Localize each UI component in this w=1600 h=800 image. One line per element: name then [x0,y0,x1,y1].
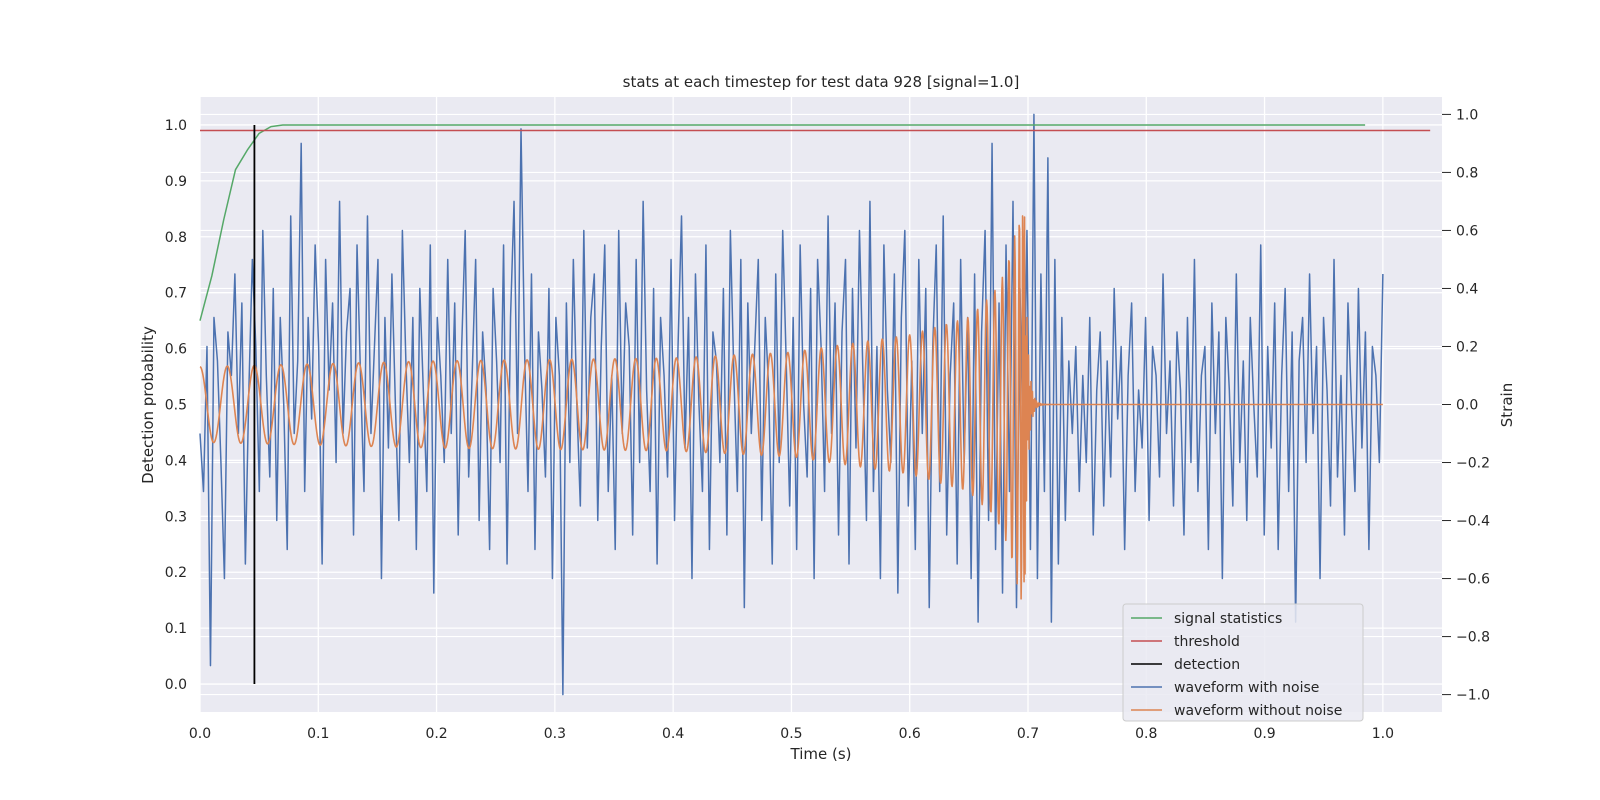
y-tick-label: 0.5 [165,398,187,414]
x-tick-label: 0.9 [1253,726,1275,742]
legend-label: threshold [1174,634,1240,650]
legend-box [1122,603,1364,722]
legend: signal statistics threshold detection wavef… [1122,603,1364,722]
y2-tick-label: −0.6 [1456,572,1490,588]
x-tick-label: 0.2 [425,726,447,742]
x-tick-label: 0.3 [544,726,566,742]
y-tick-label: 0.9 [165,174,187,190]
y-tick-label: 0.1 [165,621,187,637]
y2-tick-label: −0.4 [1456,514,1490,530]
y2-tick-label: 0.2 [1456,339,1478,355]
series-layer [199,113,1431,696]
y2-tick-label: −0.2 [1456,456,1490,472]
y-tick-label: 0.6 [165,342,187,358]
y-axis-label: Detection probability [139,326,157,484]
y-tick-label: 1.0 [165,118,187,134]
y-tick-label: 0.4 [165,453,187,469]
y-tick-label: 0.2 [165,565,187,581]
x-tick-label: 0.6 [899,726,921,742]
x-axis-label: Time (s) [790,745,852,763]
legend-label: waveform without noise [1174,703,1342,719]
chart-title: stats at each timestep for test data 928… [623,73,1020,91]
y2-tick-label: −1.0 [1456,688,1490,704]
y2-axis-label: Strain [1498,383,1516,427]
legend-label: signal statistics [1174,611,1282,627]
y-tick-label: 0.3 [165,509,187,525]
y2-tick-label: 0.4 [1456,281,1478,297]
y-tick-label: 0.0 [165,677,187,693]
legend-label: detection [1174,657,1240,673]
y2-tick-label: 1.0 [1456,107,1478,123]
y2-tick-label: −0.8 [1456,630,1490,646]
signal-statistics-line [199,124,1366,321]
x-tick-label: 0.5 [780,726,802,742]
waveform-without-noise-line [199,215,1384,600]
x-tick-label: 0.7 [1017,726,1039,742]
y-tick-label: 0.8 [165,230,187,246]
waveform-with-noise-line [199,113,1384,696]
y2-tick-label: 0.8 [1456,165,1478,181]
x-axis: 0.0 0.1 0.2 0.3 0.4 0.5 0.6 0.7 0.8 0.9 1.0 [189,726,1394,742]
y-tick-label: 0.7 [165,286,187,302]
y2-tick-label: 0.6 [1456,223,1478,239]
legend-label: waveform with noise [1174,680,1319,696]
left-axis: 0.0 0.1 0.2 0.3 0.4 0.5 0.6 0.7 0.8 0.9 1.0 [165,118,187,693]
right-axis: −1.0 −0.8 −0.6 −0.4 −0.2 0.0 0.2 0.4 0.6 0.8 1.0 [1442,107,1490,704]
x-tick-label: 0.1 [307,726,329,742]
x-tick-label: 0.4 [662,726,684,742]
x-tick-label: 0.8 [1135,726,1157,742]
x-tick-label: 0.0 [189,726,211,742]
x-tick-label: 1.0 [1372,726,1394,742]
y2-tick-label: 0.0 [1456,398,1478,414]
